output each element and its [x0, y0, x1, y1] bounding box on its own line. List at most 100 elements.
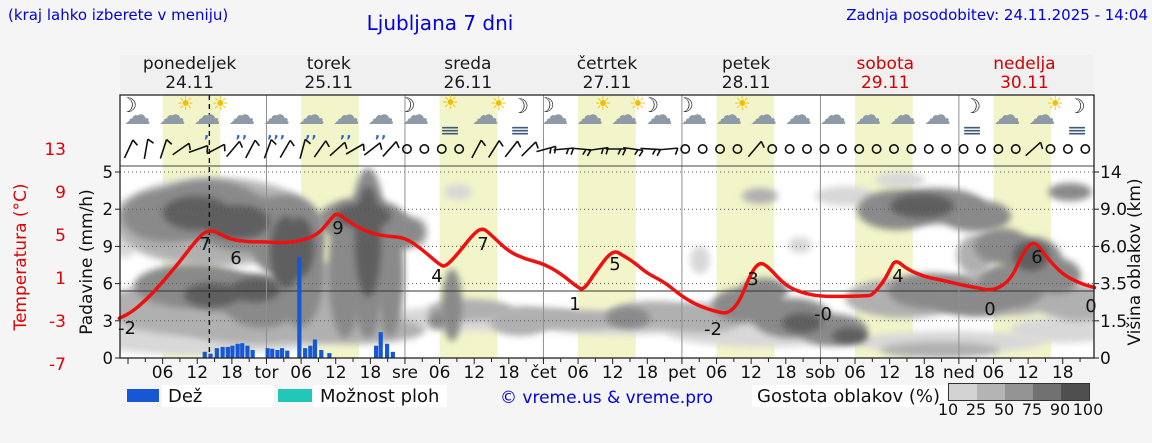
svg-text:0: 0 [1100, 349, 1111, 369]
temperature-line [117, 212, 1097, 320]
day-header-torek: torek 25.11 [304, 54, 354, 93]
svg-text:7: 7 [199, 234, 210, 255]
svg-text:sob: sob [805, 363, 835, 383]
cloud-density-gradient [948, 383, 1090, 401]
svg-text:-7: -7 [49, 355, 66, 375]
svg-text:0: 0 [984, 299, 995, 320]
rain-legend-label: Dež [168, 386, 203, 407]
chart-frame [119, 94, 1095, 359]
svg-text:13: 13 [44, 140, 66, 160]
wind-symbol-row [123, 138, 1091, 159]
svg-text:18: 18 [498, 363, 520, 383]
svg-text:12: 12 [602, 363, 624, 383]
day-header-ponedeljek: ponedeljek 24.11 [142, 54, 237, 93]
svg-text:5: 5 [55, 226, 66, 246]
svg-text:18: 18 [775, 363, 797, 383]
gridlines [120, 95, 1094, 358]
svg-text:sre: sre [392, 363, 418, 383]
page-title: Ljubljana 7 dni [366, 11, 514, 35]
svg-text:12: 12 [1017, 363, 1039, 383]
svg-text:pet: pet [668, 363, 696, 383]
x-axis: 06 12 18 tor 06 12 18 sre 06 12 18 čet 06 12 18 pet 06 12… [127, 358, 1081, 383]
showers-legend-box [313, 385, 447, 407]
site-credit-link[interactable]: © vreme.us & vreme.pro [500, 388, 714, 408]
svg-text:06: 06 [152, 363, 174, 383]
svg-text:4: 4 [431, 266, 442, 287]
svg-text:18: 18 [636, 363, 658, 383]
day-header-petek: petek 28.11 [721, 54, 771, 93]
day-header-strip: ponedeljek 24.11 torek 25.11 sreda 26.11 četrt… [120, 55, 1094, 93]
svg-text:12: 12 [879, 363, 901, 383]
svg-text:9: 9 [332, 218, 343, 239]
svg-text:06: 06 [567, 363, 589, 383]
density-tick-label: 50 [993, 400, 1015, 419]
density-tick-label: 75 [1021, 400, 1043, 419]
cloud-density-label: Gostota oblakov (%) [757, 386, 941, 407]
temperature-axis-ticks: 13 9 5 1 -3 -7 [44, 140, 66, 375]
density-tick-label: 10 [937, 400, 959, 419]
svg-text:18: 18 [913, 363, 935, 383]
svg-text:3: 3 [747, 269, 758, 290]
precipitation-bars [202, 256, 395, 358]
svg-text:5: 5 [609, 254, 620, 275]
day-header-sreda: sreda 26.11 [443, 54, 493, 93]
cloud-density-layer [120, 168, 1094, 358]
showers-legend-label: Možnost ploh [320, 386, 440, 407]
density-tick-label: 90 [1049, 400, 1071, 419]
svg-text:tor: tor [254, 363, 278, 383]
rain-legend-box [162, 385, 274, 407]
day-header-sobota: sobota 29.11 [856, 54, 915, 93]
svg-text:6.0: 6.0 [1100, 237, 1127, 257]
last-update-timestamp: Zadnja posodobitev: 24.11.2025 - 14:04 [846, 6, 1148, 24]
density-tick-label: 25 [965, 400, 987, 419]
svg-text:06: 06 [983, 363, 1005, 383]
svg-text:12: 12 [186, 363, 208, 383]
location-hint: (kraj lahko izberete v meniju) [8, 6, 229, 24]
svg-text:1: 1 [569, 294, 580, 315]
svg-text:12: 12 [325, 363, 347, 383]
cloud-density-tick-labels: 10 25 50 75 90 100 [0, 400, 1152, 419]
cloud-height-axis-ticks: 14 9.0 6.0 3.5 1.5 0 [1094, 163, 1127, 369]
svg-text:06: 06 [290, 363, 312, 383]
precipitation-axis-ticks: 5 2 9 6 3 0 [103, 163, 120, 368]
svg-text:1: 1 [55, 269, 66, 289]
svg-text:7: 7 [477, 234, 488, 255]
svg-text:9: 9 [55, 183, 66, 203]
svg-text:06: 06 [706, 363, 728, 383]
svg-text:12: 12 [740, 363, 762, 383]
density-legend-box [752, 385, 948, 407]
svg-text:5: 5 [103, 163, 114, 182]
day-header-četrtek: četrtek 27.11 [576, 54, 638, 93]
svg-text:4: 4 [892, 266, 903, 287]
svg-text:2: 2 [103, 200, 114, 219]
svg-text:1.5: 1.5 [1100, 312, 1127, 332]
svg-text:18: 18 [360, 363, 382, 383]
svg-text:ned: ned [943, 363, 975, 383]
svg-text:06: 06 [844, 363, 866, 383]
svg-text:9: 9 [103, 237, 114, 256]
svg-text:12: 12 [463, 363, 485, 383]
density-tick-label: 100 [1072, 400, 1104, 419]
svg-text:6: 6 [1031, 247, 1042, 268]
svg-text:-3: -3 [49, 312, 66, 332]
svg-text:čet: čet [530, 363, 557, 383]
rain-color-swatch [127, 389, 159, 402]
svg-text:9.0: 9.0 [1100, 200, 1127, 220]
svg-text:0: 0 [103, 349, 114, 368]
svg-text:6: 6 [230, 248, 241, 269]
svg-text:-0: -0 [814, 304, 832, 325]
svg-text:3: 3 [103, 312, 114, 331]
showers-color-swatch [278, 389, 312, 402]
day-header-nedelja: nedelja 30.11 [993, 54, 1056, 93]
svg-text:18: 18 [221, 363, 243, 383]
svg-text:-2: -2 [704, 319, 722, 340]
svg-text:6: 6 [103, 275, 114, 294]
svg-text:0: 0 [1085, 296, 1096, 317]
svg-text:18: 18 [1052, 363, 1074, 383]
svg-text:06: 06 [429, 363, 451, 383]
svg-text:3.5: 3.5 [1100, 275, 1127, 295]
svg-text:-2: -2 [118, 318, 136, 339]
